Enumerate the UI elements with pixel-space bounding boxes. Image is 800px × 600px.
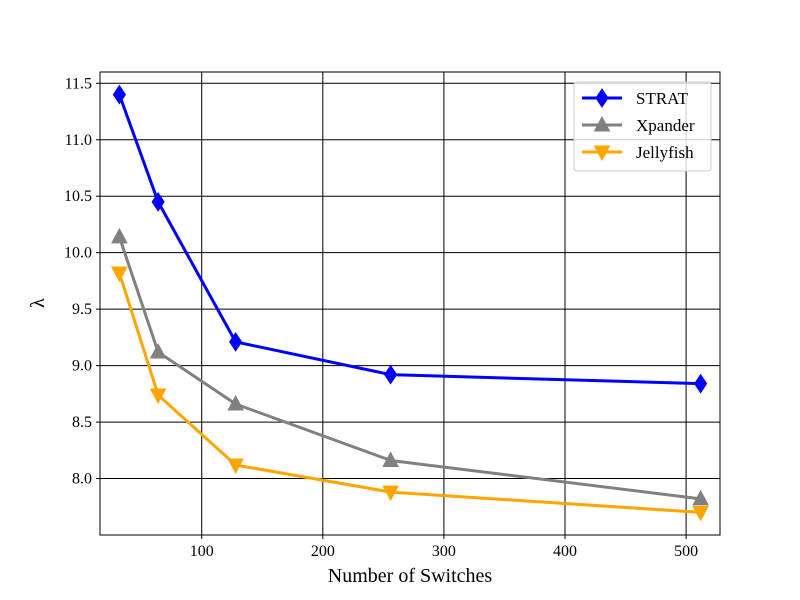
data-point-strat <box>384 364 398 385</box>
data-point-jellyfish <box>111 266 128 283</box>
data-point-jellyfish <box>227 458 244 475</box>
y-tick-label: 8.0 <box>72 471 92 488</box>
legend-marker-jellyfish <box>593 145 611 162</box>
y-tick-label: 10.0 <box>64 245 92 262</box>
y-tick-label: 9.0 <box>72 358 92 375</box>
legend-label-jellyfish: Jellyfish <box>636 143 694 162</box>
x-tick-label: 500 <box>674 543 698 560</box>
x-tick-label: 300 <box>432 543 456 560</box>
plot-frame <box>99 71 721 536</box>
data-point-strat <box>229 331 243 352</box>
series-layer <box>111 84 709 522</box>
y-tick-label: 11.0 <box>65 132 92 149</box>
x-tick-label: 200 <box>311 543 335 560</box>
legend: STRAT Xpander Jellyfish <box>573 81 712 172</box>
data-point-strat <box>112 84 126 105</box>
data-point-strat <box>151 191 165 212</box>
data-point-jellyfish <box>382 485 399 502</box>
x-tick-label: 100 <box>190 543 214 560</box>
y-tick-label: 8.5 <box>72 414 92 431</box>
x-axis-title: Number of Switches <box>328 565 493 587</box>
data-point-xpander <box>382 451 399 467</box>
series-jellyfish <box>111 266 709 522</box>
legend-marker-strat <box>595 88 609 108</box>
legend-label-strat: STRAT <box>636 89 689 108</box>
x-tick-label: 400 <box>553 543 577 560</box>
data-point-xpander <box>692 489 709 506</box>
series-xpander <box>111 227 709 506</box>
y-tick-label: 10.5 <box>64 188 92 205</box>
series-line-xpander <box>117 236 701 501</box>
y-axis-title: λ <box>27 298 49 308</box>
data-point-jellyfish <box>149 388 167 405</box>
series-strat <box>112 84 708 394</box>
axis-ticks: 100 200 300 400 500 8.0 8.5 9.0 9.5 10.0 10.5 11.0 1… <box>64 75 698 560</box>
data-point-strat <box>694 373 708 394</box>
data-point-xpander <box>149 342 167 359</box>
data-point-xpander <box>111 227 128 244</box>
data-point-xpander <box>227 394 244 411</box>
y-tick-label: 9.5 <box>72 301 92 318</box>
legend-label-xpander: Xpander <box>636 116 695 135</box>
y-tick-label: 11.5 <box>65 75 92 92</box>
data-point-jellyfish <box>692 505 709 522</box>
legend-marker-xpander <box>593 115 611 132</box>
